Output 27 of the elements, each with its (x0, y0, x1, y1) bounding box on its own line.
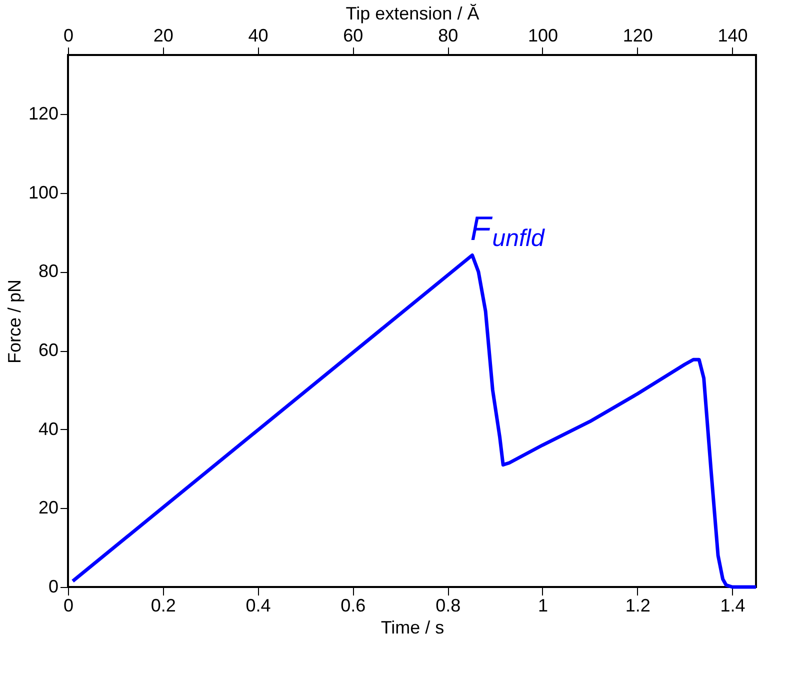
x2-tick-label: 120 (622, 26, 653, 46)
x-tick-label: 1.2 (625, 596, 650, 616)
y-axis-title: Force / pN (4, 279, 24, 364)
y-tick-label: 80 (38, 261, 58, 282)
x2-tick-label: 20 (153, 26, 174, 46)
x2-axis-title: Tip extension / Ă (346, 4, 480, 24)
x-axis-title: Time / s (380, 618, 444, 638)
x-tick-label: 1 (538, 596, 548, 616)
x-tick-label: 0.4 (246, 596, 271, 616)
x2-tick-label: 100 (528, 26, 558, 46)
y-tick-label: 20 (38, 498, 58, 518)
x-tick-label: 0.2 (150, 596, 176, 616)
x2-tick-label: 80 (438, 26, 458, 46)
y-tick-label: 0 (48, 576, 58, 596)
y-tick-label: 40 (38, 418, 58, 439)
y-tick-label: 60 (38, 340, 58, 360)
x-tick-label: 0.6 (340, 596, 366, 616)
y-tick-label: 120 (28, 104, 58, 124)
y-tick-label: 100 (28, 182, 58, 202)
x2-tick-label: 0 (63, 26, 74, 46)
x2-tick-label: 140 (718, 26, 748, 46)
x2-tick-label: 40 (248, 26, 268, 46)
x-tick-label: 0.8 (436, 596, 461, 616)
x2-tick-label: 60 (343, 26, 364, 46)
x-tick-label: 1.4 (720, 596, 746, 616)
line-series (70, 253, 758, 589)
x-tick-label: 0 (63, 596, 74, 616)
